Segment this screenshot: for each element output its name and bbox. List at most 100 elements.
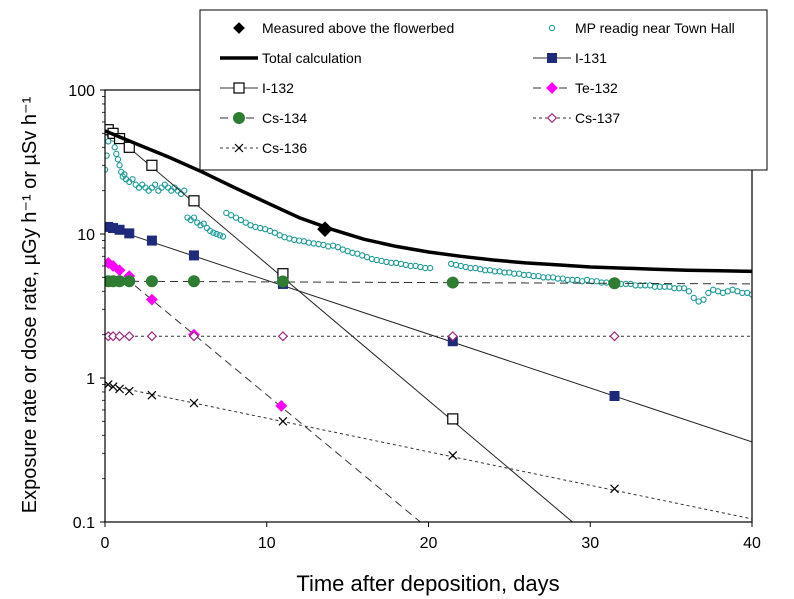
data-point-mp-readig-near-town-hall bbox=[155, 187, 162, 194]
data-point-cs-136 bbox=[115, 384, 124, 394]
legend-label-i-132: I-132 bbox=[262, 80, 294, 96]
data-point-mp-readig-near-town-hall bbox=[426, 264, 434, 272]
data-point-mp-readig-near-town-hall bbox=[242, 219, 249, 226]
legend-entry-total-calculation: Total calculation bbox=[220, 50, 362, 66]
legend-entry-cs-136: Cs-136 bbox=[220, 140, 307, 156]
data-point-mp-readig-near-town-hall bbox=[748, 291, 752, 298]
data-point-mp-readig-near-town-hall bbox=[129, 176, 136, 183]
legend-marker-cs-137 bbox=[546, 112, 558, 124]
data-point-mp-readig-near-town-hall bbox=[210, 229, 217, 236]
data-point-mp-readig-near-town-hall bbox=[105, 152, 110, 159]
data-point-mp-readig-near-town-hall bbox=[164, 184, 172, 191]
series-mp-readig-near-town-hall bbox=[105, 127, 752, 305]
axes: 0 10 20 30 40 0.1 1 10 100 bbox=[68, 83, 761, 552]
data-point-cs-137 bbox=[188, 331, 200, 342]
data-point-mp-readig-near-town-hall bbox=[113, 150, 120, 158]
x-tick-label: 10 bbox=[258, 535, 276, 552]
legend-label-measured-above-the-flowerbed: Measured above the flowerbed bbox=[262, 20, 454, 36]
series-total-calculation bbox=[105, 129, 752, 274]
data-point-mp-readig-near-town-hall bbox=[139, 181, 146, 188]
data-point-mp-readig-near-town-hall bbox=[142, 184, 149, 191]
data-point-mp-readig-near-town-hall bbox=[700, 296, 707, 303]
data-point-cs-136 bbox=[147, 390, 157, 400]
series-line-i-132 bbox=[105, 127, 573, 522]
data-point-mp-readig-near-town-hall bbox=[135, 184, 143, 191]
data-point-mp-readig-near-town-hall bbox=[168, 187, 175, 194]
data-point-mp-readig-near-town-hall bbox=[680, 285, 688, 292]
data-point-mp-readig-near-town-hall bbox=[190, 214, 198, 221]
data-point-te-132 bbox=[105, 256, 115, 269]
legend-marker-te-132 bbox=[546, 82, 558, 94]
data-point-cs-136 bbox=[448, 450, 458, 460]
series-i-132 bbox=[105, 124, 573, 522]
data-point-mp-readig-near-town-hall bbox=[213, 230, 220, 238]
data-point-mp-readig-near-town-hall bbox=[158, 184, 165, 191]
x-axis-title: Time after deposition, days bbox=[296, 571, 559, 596]
legend: Measured above the flowerbed MP readig ne… bbox=[199, 9, 768, 171]
data-point-cs-134 bbox=[187, 275, 200, 288]
data-point-mp-readig-near-town-hall bbox=[105, 138, 112, 145]
plot-series-group bbox=[105, 124, 752, 522]
series-cs-136 bbox=[105, 380, 752, 520]
data-point-mp-readig-near-town-hall bbox=[197, 222, 204, 229]
legend-marker-cs-136 bbox=[234, 143, 244, 153]
legend-entry-cs-134: Cs-134 bbox=[220, 110, 307, 126]
data-point-mp-readig-near-town-hall bbox=[685, 288, 693, 295]
data-point-mp-readig-near-town-hall bbox=[203, 224, 211, 232]
data-point-mp-readig-near-town-hall bbox=[219, 233, 227, 240]
data-point-mp-readig-near-town-hall bbox=[200, 220, 207, 227]
data-point-cs-137 bbox=[609, 331, 620, 342]
data-point-te-132 bbox=[146, 293, 158, 306]
y-tick-label: 100 bbox=[68, 83, 95, 100]
data-point-i-131 bbox=[188, 250, 199, 261]
data-point-mp-readig-near-town-hall bbox=[116, 162, 123, 169]
data-point-cs-137 bbox=[277, 331, 289, 342]
data-point-mp-readig-near-town-hall bbox=[145, 187, 152, 194]
data-point-mp-readig-near-town-hall bbox=[111, 144, 118, 151]
legend-label-cs-137: Cs-137 bbox=[575, 110, 620, 126]
data-point-cs-134 bbox=[123, 275, 136, 288]
data-point-cs-136 bbox=[189, 398, 199, 408]
x-tick-label: 30 bbox=[581, 535, 599, 552]
data-point-cs-136 bbox=[278, 416, 288, 426]
plot-area bbox=[105, 124, 752, 522]
legend-entry-i-132: I-132 bbox=[220, 80, 294, 96]
data-point-te-132 bbox=[275, 400, 288, 412]
data-point-measured-above-flowerbed bbox=[317, 221, 333, 238]
data-point-mp-readig-near-town-hall bbox=[705, 289, 712, 297]
legend-marker-cs-134 bbox=[233, 112, 245, 124]
data-point-cs-137 bbox=[146, 331, 158, 342]
data-point-cs-134 bbox=[446, 276, 459, 289]
data-point-cs-136 bbox=[108, 382, 118, 392]
legend-marker-measured-above-the-flowerbed bbox=[233, 22, 245, 34]
y-axis-title: Exposure rate or dose rate, µGy h⁻¹ or µ… bbox=[19, 96, 41, 513]
data-point-cs-137 bbox=[447, 331, 458, 342]
data-point-mp-readig-near-town-hall bbox=[148, 184, 156, 191]
series-cs-137 bbox=[105, 331, 752, 342]
data-point-mp-readig-near-town-hall bbox=[334, 244, 342, 251]
data-point-mp-readig-near-town-hall bbox=[232, 214, 240, 221]
legend-label-cs-134: Cs-134 bbox=[262, 110, 307, 126]
data-point-mp-readig-near-town-hall bbox=[690, 294, 697, 302]
data-point-mp-readig-near-town-hall bbox=[161, 181, 168, 188]
legend-entry-measured-above-the-flowerbed: Measured above the flowerbed bbox=[233, 20, 454, 36]
series-te-132 bbox=[105, 256, 421, 522]
legend-label-te-132: Te-132 bbox=[575, 80, 618, 96]
series-line-i-131 bbox=[105, 225, 752, 443]
data-point-mp-readig-near-town-hall bbox=[228, 212, 235, 219]
legend-label-total-calculation: Total calculation bbox=[262, 50, 362, 66]
data-point-i-131 bbox=[124, 228, 135, 239]
data-point-i-132 bbox=[146, 159, 158, 171]
legend-entry-cs-137: Cs-137 bbox=[533, 110, 620, 126]
legend-entry-te-132: Te-132 bbox=[533, 80, 618, 96]
series-line-cs-134 bbox=[105, 280, 752, 285]
data-point-mp-readig-near-town-hall bbox=[368, 255, 376, 263]
data-point-mp-readig-near-town-hall bbox=[271, 229, 278, 236]
data-point-mp-readig-near-town-hall bbox=[181, 187, 188, 194]
legend-label-cs-136: Cs-136 bbox=[262, 140, 307, 156]
data-point-i-132 bbox=[447, 413, 459, 425]
legend-marker-i-131 bbox=[547, 53, 557, 63]
data-point-cs-134 bbox=[276, 275, 289, 288]
data-point-mp-readig-near-town-hall bbox=[151, 181, 159, 188]
